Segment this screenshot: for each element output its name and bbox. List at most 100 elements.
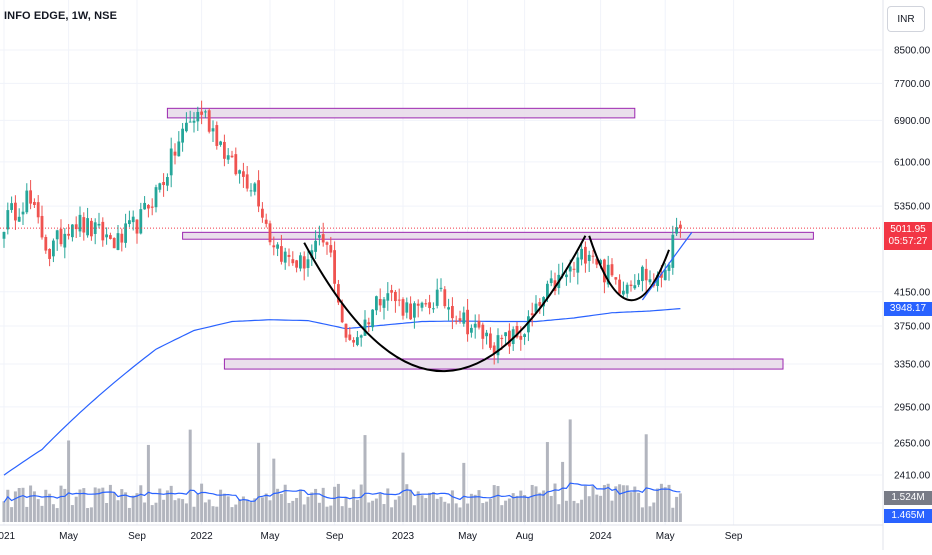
volume-bar [48,493,52,522]
volume-bar [215,506,219,522]
volume-bar [116,500,120,522]
candle-body [14,202,17,221]
volume-bar [333,486,337,522]
candle-body [359,335,363,338]
horizontal-zones[interactable] [166,107,814,370]
volume-bar [165,490,169,522]
candle-body [196,111,200,122]
volume-bar [648,506,652,522]
volume-bar [105,503,109,522]
volume-bar [587,496,591,522]
volume-bar [108,484,112,522]
volume-bar [340,506,344,522]
volume-bar [169,485,173,522]
volume-bar [207,499,211,522]
candle-body [105,234,108,238]
candle-body [93,222,97,234]
candle-body [325,242,329,245]
candle-body [181,128,184,143]
candle-body [401,299,405,316]
volume-bar [599,495,603,522]
volume-bar [295,497,299,522]
candle-body [211,128,215,132]
volume-bar [621,485,625,522]
volume-bar [515,495,519,522]
candle-body [648,279,652,283]
candle-body [21,211,25,215]
volume-bar [656,488,660,522]
volume-bar [637,492,641,522]
cup-curve [303,235,587,373]
symbol-title[interactable]: INFO EDGE, 1W, NSE [4,10,118,22]
volume-bar [302,504,306,522]
candle-body [663,269,667,281]
candle-body [124,223,127,243]
candle-body [63,233,67,248]
volume-bar [644,434,648,522]
candle-body [656,274,659,286]
volume-value: 1.524M [891,492,925,503]
volume-bar [78,489,82,522]
volume-bar [606,483,610,522]
volume-bar [230,507,234,522]
volume-bar [131,495,135,522]
volume-bar [412,505,416,522]
trend-line [641,231,693,301]
volume-bar [29,485,33,522]
volume-bar [580,499,584,522]
candle-body [371,309,374,328]
candle-body [641,266,644,282]
candle-body [394,291,397,302]
volume-bar [264,493,268,522]
volume-bar [55,508,59,522]
drawings[interactable] [0,227,882,373]
candle-body [538,302,542,306]
candle-body [36,202,40,218]
volume-bar [67,440,71,522]
candle-body [329,245,333,253]
volume-bar [397,496,401,522]
candle-body [109,235,112,239]
volume-bar [469,493,473,522]
volume-bar [317,502,321,522]
x-tick-label: 2022 [190,531,213,542]
candle-body [234,154,238,175]
candle-body [169,148,173,176]
candle-body [508,330,511,347]
currency-button[interactable]: INR [887,6,925,32]
volume-bar [640,507,644,522]
volume-bar [344,496,348,522]
volume-bar [363,435,367,522]
volume-tag: 1.524M [884,491,932,505]
candle-body [310,250,314,259]
y-tick-label: 2650.00 [894,439,931,450]
candle-body [177,141,181,157]
volume-bar [181,499,185,522]
volume-bar [6,489,10,522]
moving-average-value: 3948.17 [889,303,927,314]
candle-body [424,303,428,305]
volume-bar [348,507,352,522]
candle-body [261,208,264,218]
volume-bar [36,499,40,522]
x-tick-label: 2023 [392,531,415,542]
volume-bar [496,486,500,522]
moving-average-line [3,308,681,476]
volume-bar [614,486,618,522]
volume-bar [158,488,162,522]
volume-bar [253,498,257,522]
candle-body [462,312,466,324]
x-tick-label: Aug [516,531,534,542]
candle-body [52,240,55,257]
candle-body [378,298,382,306]
volume-bar [74,496,78,522]
volume-bar [667,484,671,522]
volume-bar [355,499,359,522]
candle-body [397,299,401,301]
candle-body [318,235,321,238]
candle-body [112,237,116,249]
volume-bar [553,483,557,522]
candle-body [618,279,621,294]
